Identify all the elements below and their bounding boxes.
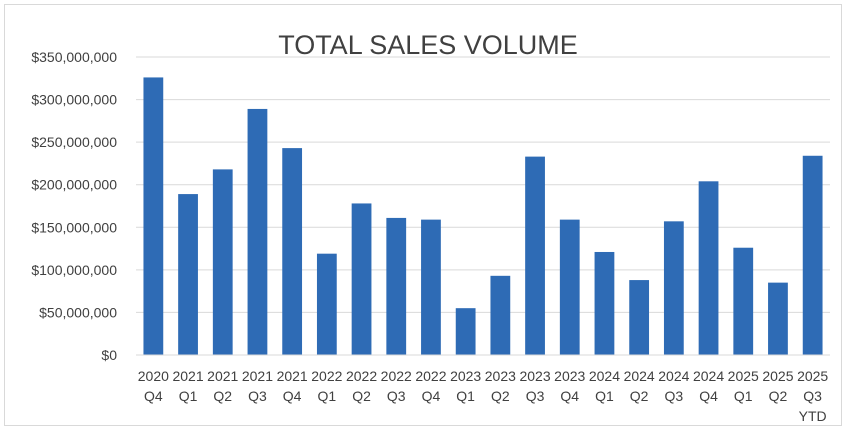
x-tick-label-line: Q2 [213, 388, 232, 404]
x-tick-label-line: Q4 [283, 388, 302, 404]
x-tick-label: 2021 Q1 [172, 368, 203, 404]
x-tick-label-line: Q2 [769, 388, 788, 404]
x-tick-label-line: Q3 [387, 388, 406, 404]
x-tick-label-line: 2023 [519, 368, 550, 384]
bar [316, 253, 337, 355]
x-tick-label-line: Q2 [352, 388, 371, 404]
x-tick-label-line: Q3 [803, 388, 822, 404]
bar [282, 148, 303, 355]
y-tick-label: $50,000,000 [39, 304, 117, 320]
bars [143, 77, 823, 356]
y-tick-label: $100,000,000 [31, 262, 117, 278]
x-tick-label-line: 2021 [207, 368, 238, 384]
x-tick-label-line: 2024 [693, 368, 724, 384]
gridlines [136, 56, 830, 313]
x-tick-label-line: 2024 [658, 368, 689, 384]
x-tick-label-line: Q3 [248, 388, 267, 404]
bar [212, 169, 233, 355]
bar [525, 156, 545, 355]
x-tick-label: 2021 Q4 [277, 368, 308, 404]
x-tick-label: 2020 Q4 [138, 368, 169, 404]
x-tick-label: 2022 Q3 [381, 368, 412, 404]
bar [247, 108, 268, 356]
bar [351, 203, 372, 355]
y-tick-label: $150,000,000 [31, 219, 117, 235]
x-tick-label-line: 2023 [450, 368, 481, 384]
bar [143, 77, 164, 355]
x-tick-label-line: 2022 [346, 368, 377, 384]
x-tick-label: 2023 Q3 [519, 368, 550, 404]
x-tick-label-line: 2025 [797, 368, 828, 384]
x-tick-label: 2022 Q2 [346, 368, 377, 404]
x-tick-label-line: 2021 [242, 368, 273, 384]
bar [768, 282, 788, 355]
bar [178, 194, 198, 355]
bar [559, 219, 580, 355]
x-tick-label-line: Q2 [630, 388, 649, 404]
x-tick-label: 2021 Q2 [207, 368, 238, 404]
bar [386, 217, 407, 355]
x-tick-label-line: Q1 [595, 388, 614, 404]
x-tick-label-line: 2022 [381, 368, 412, 384]
bar [455, 308, 476, 355]
x-tick-label: 2024 Q2 [624, 368, 655, 404]
x-tick-label-line: Q4 [422, 388, 441, 404]
x-tick-label-line: Q1 [179, 388, 198, 404]
bar [802, 155, 823, 355]
x-tick-label: 2022 Q4 [415, 368, 446, 404]
x-tick-label-line: 2023 [554, 368, 585, 384]
x-tick-label: 2025 Q1 [728, 368, 759, 404]
x-tick-label-line: Q2 [491, 388, 510, 404]
x-tick-label-line: 2022 [415, 368, 446, 384]
x-tick-label-line: Q1 [734, 388, 753, 404]
bar [663, 221, 684, 355]
y-tick-label: $200,000,000 [31, 177, 117, 193]
bar [594, 251, 615, 355]
x-tick-label: 2025 Q3 YTD [797, 368, 828, 424]
y-tick-label: $250,000,000 [31, 134, 117, 150]
bar [490, 275, 511, 355]
x-tick-label-line: Q3 [526, 388, 545, 404]
y-axis-tick-labels: $0 $50,000,000 $100,000,000 $150,000,000 $20… [31, 49, 117, 363]
bar [629, 280, 650, 355]
x-tick-label-line: 2023 [485, 368, 516, 384]
x-tick-label: 2023 Q4 [554, 368, 585, 404]
x-tick-label-line: 2025 [728, 368, 759, 384]
x-tick-label: 2023 Q2 [485, 368, 516, 404]
y-tick-label: $0 [101, 347, 117, 363]
x-tick-label-line: 2025 [762, 368, 793, 384]
x-tick-label: 2021 Q3 [242, 368, 273, 404]
x-tick-label: 2025 Q2 [762, 368, 793, 404]
x-tick-label-line: Q3 [665, 388, 684, 404]
y-tick-label: $350,000,000 [31, 49, 117, 65]
bar [733, 247, 754, 355]
x-tick-label: 2022 Q1 [311, 368, 342, 404]
x-tick-label-line: YTD [799, 408, 827, 424]
x-tick-label-line: Q4 [144, 388, 163, 404]
x-tick-label: 2023 Q1 [450, 368, 481, 404]
bar [421, 219, 441, 355]
chart-title: TOTAL SALES VOLUME [278, 30, 578, 60]
x-tick-label-line: 2024 [624, 368, 655, 384]
x-tick-label-line: 2024 [589, 368, 620, 384]
x-tick-label-line: Q1 [318, 388, 337, 404]
x-tick-label-line: 2020 [138, 368, 169, 384]
x-tick-label-line: 2022 [311, 368, 342, 384]
x-tick-label-line: 2021 [172, 368, 203, 384]
x-tick-label-line: Q4 [699, 388, 718, 404]
y-tick-label: $300,000,000 [31, 92, 117, 108]
bar [698, 181, 719, 355]
x-tick-label-line: Q4 [560, 388, 579, 404]
x-tick-label-line: Q1 [456, 388, 475, 404]
x-tick-label: 2024 Q1 [589, 368, 620, 404]
x-tick-label: 2024 Q4 [693, 368, 724, 404]
x-tick-label: 2024 Q3 [658, 368, 689, 404]
x-tick-label-line: 2021 [277, 368, 308, 384]
